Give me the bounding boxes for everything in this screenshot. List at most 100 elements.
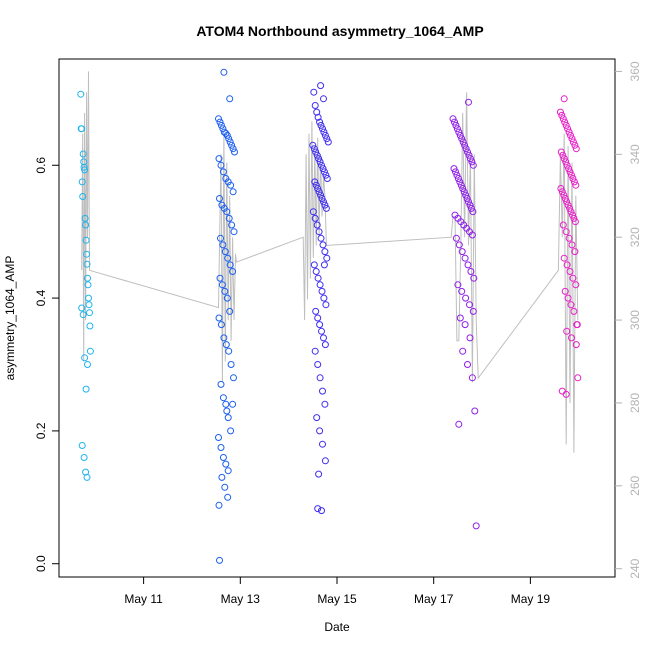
data-point [569,211,576,219]
data-point [316,281,324,289]
data-point [320,198,327,206]
data-point [458,248,466,256]
data-point [464,261,472,269]
data-point [220,68,228,76]
data-point [567,208,575,216]
data-point [215,155,223,163]
data-point [219,454,227,461]
data-point [465,151,473,159]
data-point [457,181,465,189]
data-point [566,168,574,176]
data-point [569,175,577,182]
data-point [224,493,232,501]
data-point [572,281,580,289]
data-point [464,148,471,156]
data-point [78,125,86,133]
data-point [82,385,90,393]
data-point [314,113,322,121]
data-point [319,241,327,249]
data-point [450,165,458,173]
y-tick-label: 0.0 [34,555,48,572]
data-point [459,185,467,192]
data-point [314,274,322,282]
data-point [569,138,577,146]
data-point [80,158,88,166]
data-point [221,248,229,256]
data-point [312,148,320,156]
data-point [451,118,458,126]
data-point [318,195,326,202]
data-point [323,175,331,182]
data-point [559,115,567,123]
data-point [568,334,575,342]
data-point [229,400,237,408]
data-point [472,522,480,530]
data-point [572,341,580,349]
data-point [563,161,571,169]
data-point [219,168,227,176]
data-point [226,307,234,315]
data-point [222,400,230,408]
data-point [322,204,330,212]
data-point [224,414,232,422]
data-point [320,334,327,342]
data-point [223,131,231,139]
data-point [78,442,86,449]
data-point [568,241,576,249]
points-layer [77,68,582,564]
data-point [559,151,567,159]
data-point [462,145,470,153]
data-point [456,131,464,139]
data-point [318,287,326,295]
data-point [471,407,479,415]
data-point [81,214,89,222]
data-point [566,268,574,275]
data-point [317,121,325,129]
data-point [219,241,227,249]
data-point [229,145,237,153]
data-point [459,138,467,146]
data-point [312,268,320,275]
data-point [557,148,565,156]
data-point [217,121,225,129]
x-axis-label: Date [324,620,350,634]
data-point [215,501,223,509]
data-point [465,98,472,106]
y2-axis-right: 240 260 280 300 320 340 360 [615,61,642,579]
data-point [227,181,235,189]
data-point [77,90,85,98]
data-point [217,444,225,451]
data-point [216,195,223,202]
data-point [314,505,322,513]
data-point [571,141,579,149]
data-point [318,507,325,515]
data-point [312,181,320,189]
data-point [230,374,237,382]
data-point [85,294,92,302]
data-point [319,387,326,395]
data-point [222,129,230,137]
data-point [86,347,94,355]
data-point [462,294,470,302]
data-point [324,138,332,146]
data-point [317,234,325,242]
data-point [468,231,476,239]
data-point [459,347,467,355]
y2-tick-label: 300 [628,310,642,330]
plot-frame [58,58,616,578]
data-point [315,228,323,236]
data-point [558,188,566,196]
data-point [221,287,229,295]
data-point [322,171,330,179]
data-point [316,158,324,166]
data-point [461,321,469,329]
data-point [81,166,89,174]
data-point [220,334,228,342]
data-point [320,95,327,103]
data-point [564,125,572,133]
data-point [83,260,91,268]
data-point [558,387,566,395]
x-tick-label: May 19 [511,592,551,606]
data-point [561,195,569,202]
